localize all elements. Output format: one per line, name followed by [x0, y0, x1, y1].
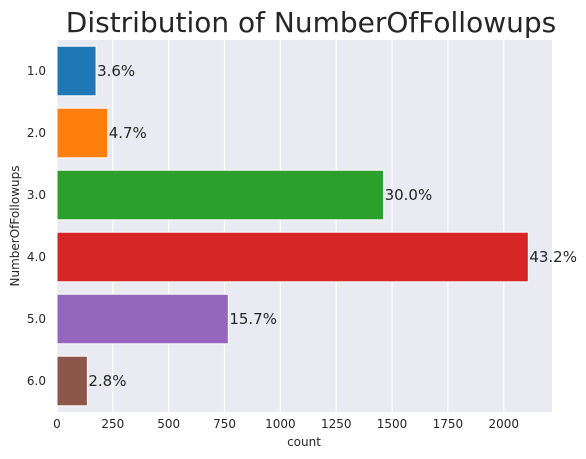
x-tick-label: 2000	[488, 417, 519, 431]
bar-data-label: 2.8%	[88, 372, 126, 390]
chart-title: Distribution of NumberOfFollowups	[66, 6, 556, 39]
bar	[56, 107, 109, 159]
x-tick-label: 1000	[265, 417, 296, 431]
grid-lines	[56, 40, 505, 412]
y-tick-label: 4.0	[27, 250, 46, 264]
bars	[56, 45, 529, 407]
bar	[56, 45, 97, 97]
x-tick-labels: 0 250 500 750 1000 1250 1500 1750 2000	[53, 417, 519, 431]
x-tick-label: 0	[53, 417, 61, 431]
y-tick-label: 5.0	[27, 312, 46, 326]
x-tick-label: 750	[213, 417, 236, 431]
bar-data-label: 43.2%	[529, 248, 577, 266]
bar	[56, 355, 88, 407]
data-labels: 3.6% 4.7% 30.0% 43.2% 15.7% 2.8%	[88, 62, 577, 390]
x-tick-label: 1500	[377, 417, 408, 431]
y-tick-label: 2.0	[27, 126, 46, 140]
plot-area	[57, 40, 552, 412]
bar-data-label: 15.7%	[229, 310, 277, 328]
x-tick-label: 250	[101, 417, 124, 431]
y-axis-label: NumberOfFollowups	[8, 166, 22, 287]
bar-data-label: 30.0%	[385, 186, 433, 204]
x-axis-label: count	[287, 435, 321, 449]
bar	[56, 231, 529, 283]
bar	[56, 293, 229, 345]
y-tick-label: 6.0	[27, 374, 46, 388]
bar-data-label: 4.7%	[109, 124, 147, 142]
bar	[56, 169, 385, 221]
y-tick-label: 1.0	[27, 64, 46, 78]
x-tick-label: 1250	[321, 417, 352, 431]
y-tick-labels: 1.0 2.0 3.0 4.0 5.0 6.0	[27, 64, 46, 388]
x-tick-label: 500	[157, 417, 180, 431]
y-tick-label: 3.0	[27, 188, 46, 202]
bar-data-label: 3.6%	[97, 62, 135, 80]
x-tick-label: 1750	[433, 417, 464, 431]
